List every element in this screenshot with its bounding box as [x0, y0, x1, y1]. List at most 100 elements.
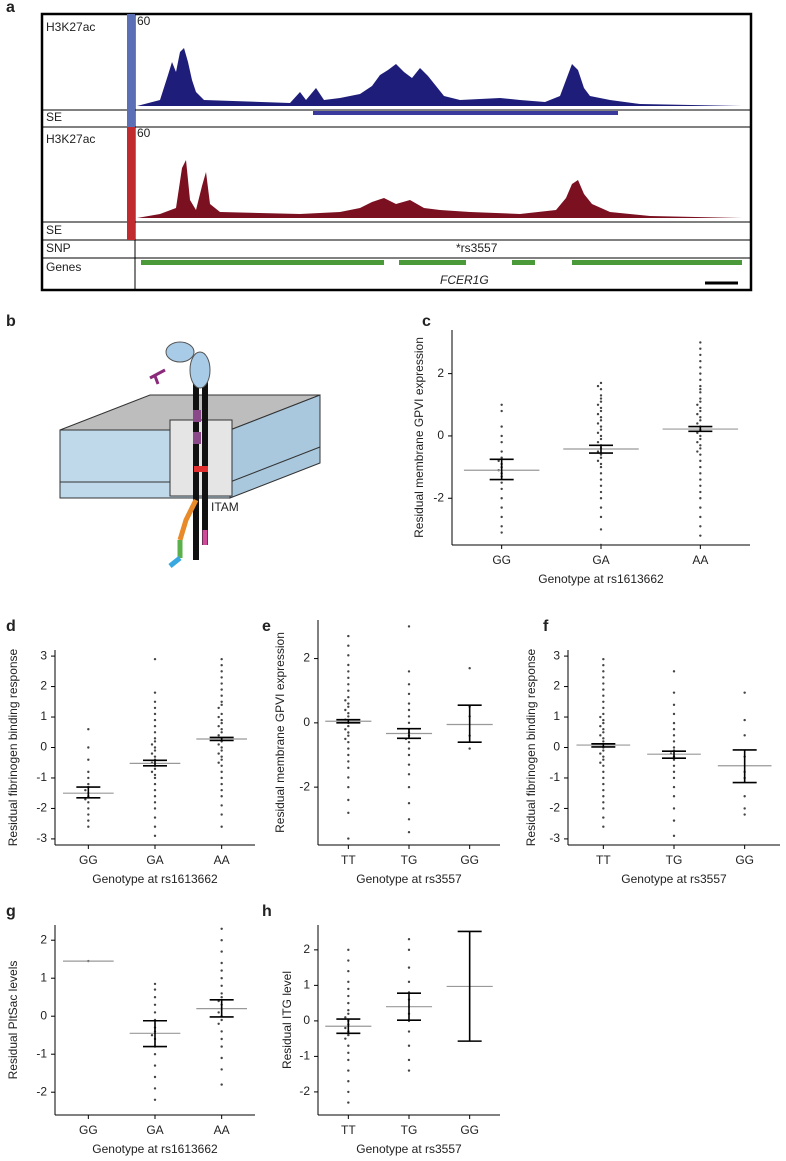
x-tick-label: GG — [79, 853, 98, 867]
data-point — [602, 657, 605, 661]
data-point — [699, 453, 702, 456]
y-tick-label: 0 — [40, 740, 47, 754]
data-point — [153, 996, 157, 999]
data-point — [599, 497, 603, 500]
data-point — [153, 825, 157, 828]
x-axis-label: Genotype at rs1613662 — [92, 872, 218, 886]
data-point — [347, 798, 350, 802]
data-point — [696, 403, 699, 406]
data-point — [599, 400, 603, 403]
data-point — [347, 1001, 350, 1005]
data-point — [500, 525, 503, 528]
data-point — [347, 1033, 350, 1037]
data-point — [602, 700, 605, 703]
data-point — [347, 712, 350, 715]
data-point — [220, 721, 223, 725]
data-point — [602, 706, 605, 710]
data-point — [407, 740, 411, 744]
data-point — [699, 478, 702, 481]
data-point — [672, 819, 676, 822]
data-point — [497, 459, 500, 463]
data-point — [220, 782, 223, 786]
error-bar — [662, 750, 686, 759]
data-point — [220, 1056, 223, 1060]
data-point — [407, 818, 411, 821]
data-point — [153, 718, 157, 722]
data-point — [153, 1064, 157, 1067]
data-point — [699, 347, 702, 350]
data-point — [699, 465, 702, 469]
track-frame — [40, 12, 753, 292]
data-point — [699, 434, 702, 438]
data-point — [602, 770, 605, 774]
data-point — [599, 456, 603, 459]
data-point — [153, 731, 157, 734]
data-point — [743, 813, 746, 816]
data-point — [347, 987, 350, 991]
data-point — [150, 770, 154, 774]
data-point — [407, 715, 411, 718]
data-point — [699, 534, 702, 537]
data-point — [699, 459, 702, 463]
data-point — [220, 961, 223, 965]
track-color — [127, 127, 135, 240]
row-lines — [42, 109, 751, 259]
y-tick-label: -2 — [299, 1084, 310, 1098]
data-point — [699, 472, 702, 475]
data-point — [602, 664, 605, 667]
data-point — [602, 825, 605, 828]
data-point — [500, 456, 503, 459]
data-point — [407, 785, 411, 789]
data-point — [220, 825, 223, 828]
data-point — [347, 785, 350, 789]
data-point — [220, 758, 223, 761]
data-point — [699, 397, 702, 400]
data-point — [602, 721, 605, 725]
data-point — [347, 689, 350, 692]
data-point — [347, 1101, 350, 1104]
data-point — [344, 1016, 347, 1019]
data-point — [699, 391, 702, 394]
data-point — [153, 657, 157, 661]
error-bar — [143, 759, 167, 767]
y-tick-label: -2 — [36, 1084, 47, 1098]
data-point — [344, 737, 347, 741]
x-tick-label: GA — [592, 553, 609, 567]
data-point — [153, 746, 157, 749]
data-point — [87, 758, 90, 761]
data-point — [500, 450, 503, 453]
data-point — [602, 755, 605, 758]
error-bar — [589, 444, 613, 454]
data-point — [599, 543, 603, 547]
data-point — [699, 359, 702, 363]
y-tick-label: -2 — [433, 490, 444, 504]
data-point — [696, 450, 699, 453]
data-point — [220, 1018, 223, 1022]
data-point — [153, 834, 157, 838]
data-point — [153, 1087, 157, 1090]
data-point — [699, 353, 702, 357]
data-point — [407, 683, 411, 686]
data-point — [347, 837, 350, 840]
data-point — [347, 663, 350, 667]
data-point — [153, 776, 157, 780]
x-tick-label: TT — [596, 853, 611, 867]
data-point — [407, 1069, 411, 1072]
data-point — [220, 670, 223, 673]
data-point — [599, 409, 603, 413]
data-point — [599, 515, 603, 519]
data-point — [220, 657, 223, 661]
data-point — [220, 700, 223, 703]
y-tick-label: -1 — [36, 1046, 47, 1060]
data-point — [599, 472, 603, 475]
data-point — [347, 676, 350, 680]
data-point — [699, 384, 702, 388]
error-bar — [591, 743, 616, 748]
data-point — [153, 724, 157, 728]
data-point — [87, 776, 90, 780]
data-point — [153, 807, 157, 810]
data-point — [500, 487, 503, 491]
y-tick-label: 2 — [303, 942, 310, 956]
data-point — [220, 992, 223, 995]
y-tick-label: 2 — [40, 932, 47, 946]
